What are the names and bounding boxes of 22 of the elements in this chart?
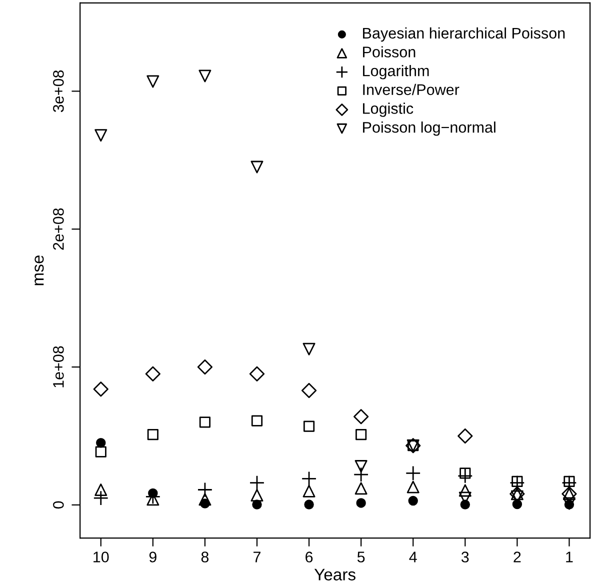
- x-tick-label: 8: [201, 552, 209, 562]
- x-tick-label: 2: [514, 552, 521, 562]
- y-tick-label: 0: [53, 501, 64, 509]
- x-tick-label: 1: [566, 552, 573, 562]
- x-tick-label: 3: [461, 552, 469, 562]
- y-axis-title: mse: [34, 255, 44, 286]
- legend-label: Bayesian hierarchical Poisson: [363, 27, 565, 42]
- x-tick-label: 6: [306, 552, 313, 562]
- y-tick-label: 1e+08: [53, 346, 64, 388]
- x-tick-label: 10: [94, 552, 109, 562]
- legend-label: Inverse/Power: [363, 84, 460, 96]
- y-tick-label: 2e+08: [53, 208, 64, 250]
- legend-label: Logarithm: [363, 65, 429, 80]
- legend-label: Poisson log−normal: [363, 122, 496, 136]
- y-tick-label: 3e+08: [53, 70, 64, 112]
- x-tick-label: 5: [357, 552, 365, 562]
- legend-label: Poisson: [363, 46, 416, 58]
- x-tick-label: 4: [409, 552, 417, 562]
- x-axis-title: Years: [314, 568, 356, 580]
- x-tick-label: 7: [254, 552, 260, 562]
- x-tick-label: 9: [149, 552, 156, 562]
- legend-label: Logistic: [363, 102, 414, 117]
